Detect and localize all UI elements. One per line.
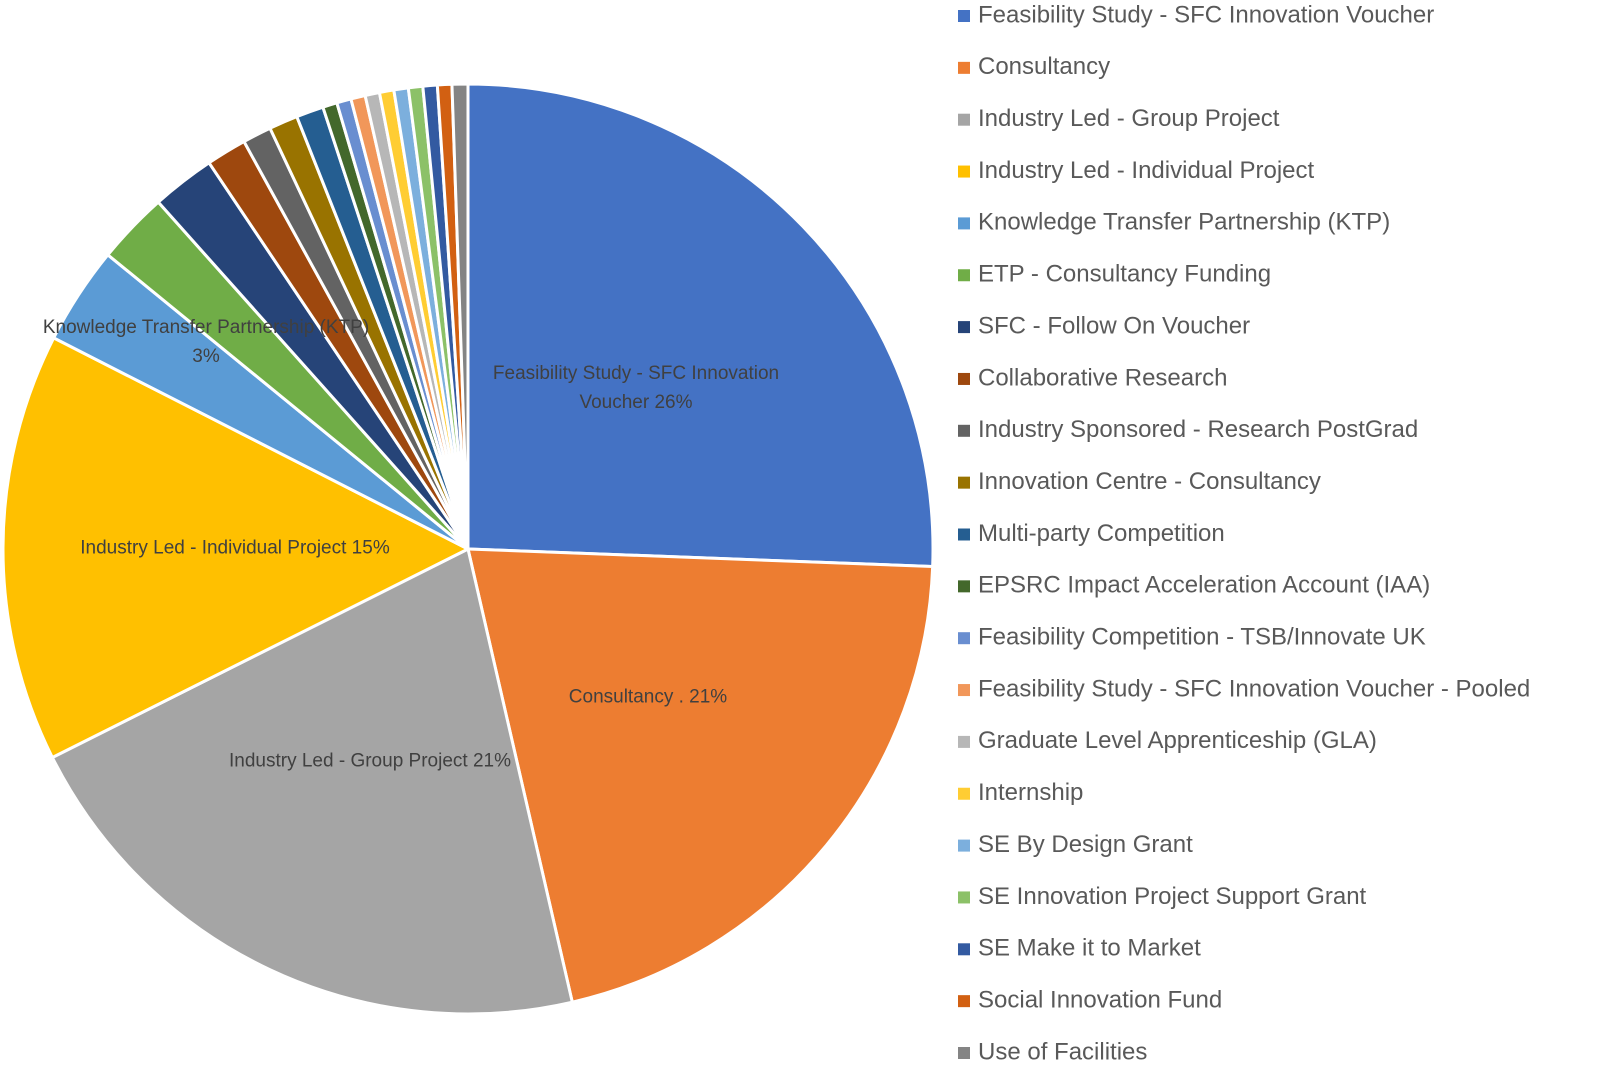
legend-label: Social Innovation Fund — [978, 986, 1222, 1013]
legend-label: Industry Sponsored - Research PostGrad — [978, 416, 1418, 443]
legend-swatch — [958, 787, 970, 800]
legend-swatch — [958, 839, 970, 852]
legend-label: Multi-party Competition — [978, 520, 1225, 547]
pie-slice — [466, 82, 935, 569]
legend-swatch — [958, 1047, 970, 1059]
pie-slice — [1, 335, 472, 760]
legend-swatch — [958, 217, 970, 230]
legend-label: Industry Led - Group Project — [978, 105, 1280, 132]
legend-label: Industry Led - Individual Project — [978, 157, 1315, 184]
data-label: Knowledge Transfer Partnership (KTP) 3% — [42, 317, 370, 367]
data-label: Feasibility Study - SFC Innovation Vouch… — [492, 363, 780, 413]
legend-label: Innovation Centre - Consultancy — [978, 468, 1321, 495]
pie-slice — [466, 547, 935, 1004]
legend-swatch — [958, 528, 970, 541]
legend-label: Graduate Level Apprenticeship (GLA) — [978, 727, 1377, 754]
data-label: Industry Led - Individual Project 15% — [80, 537, 390, 559]
legend-swatch — [958, 61, 970, 74]
legend-swatch — [958, 113, 970, 126]
legend-label: Knowledge Transfer Partnership (KTP) — [978, 209, 1390, 236]
legend-label: ETP - Consultancy Funding — [978, 261, 1271, 288]
legend-swatch — [958, 372, 970, 385]
legend-swatch — [958, 165, 970, 178]
pie-slice — [50, 546, 575, 1016]
legend-swatch — [958, 580, 970, 593]
legend-label: Internship — [978, 779, 1083, 806]
legend-swatch — [958, 424, 970, 437]
legend-label: Feasibility Study - SFC Innovation Vouch… — [978, 675, 1530, 702]
legend-label: Feasibility Competition - TSB/Innovate U… — [978, 624, 1426, 651]
data-label: Industry Led - Group Project 21% — [229, 750, 511, 772]
legend-swatch — [958, 735, 970, 748]
legend-label: Consultancy — [978, 53, 1110, 80]
legend-label: Use of Facilities — [978, 1038, 1147, 1065]
legend-label: SFC - Follow On Voucher — [978, 312, 1250, 339]
pie-slice — [450, 82, 470, 550]
legend-swatch — [958, 476, 970, 489]
legend-label: EPSRC Impact Acceleration Account (IAA) — [978, 572, 1430, 599]
legend-label: Feasibility Study - SFC Innovation Vouch… — [978, 1, 1434, 28]
legend-swatch — [958, 269, 970, 282]
legend-label: SE Make it to Market — [978, 935, 1201, 962]
legend-swatch — [958, 10, 970, 22]
data-label: Consultancy . 21% — [568, 686, 728, 708]
legend-swatch — [958, 891, 970, 904]
legend-swatch — [958, 321, 970, 334]
legend-swatch — [958, 684, 970, 697]
legend-swatch — [958, 995, 970, 1008]
legend-swatch — [958, 943, 970, 956]
legend-label: SE By Design Grant — [978, 831, 1193, 858]
legend-label: SE Innovation Project Support Grant — [978, 883, 1367, 910]
legend-swatch — [958, 632, 970, 645]
legend-label: Collaborative Research — [978, 364, 1227, 391]
